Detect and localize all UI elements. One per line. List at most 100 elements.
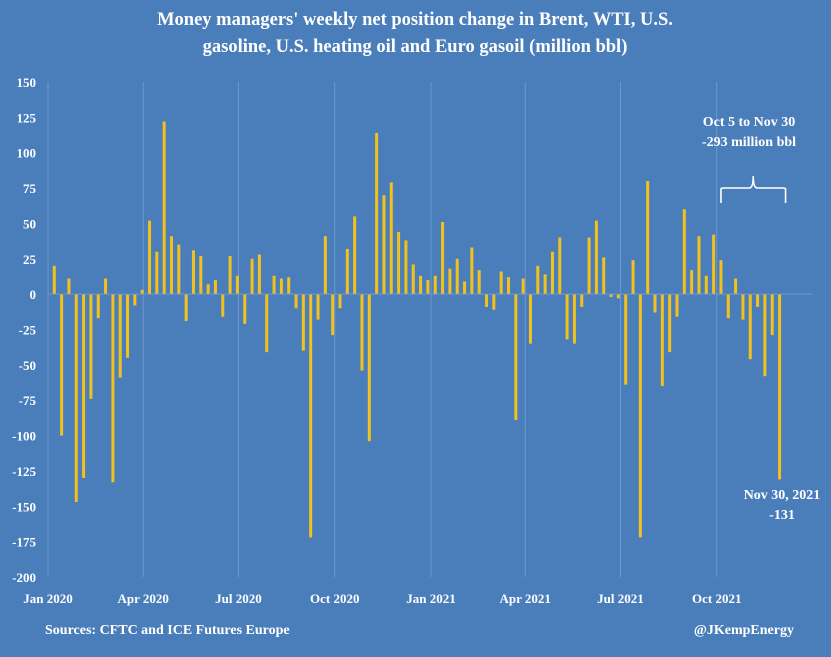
bar <box>734 278 738 295</box>
bar <box>463 281 467 295</box>
source-note: Sources: CFTC and ICE Futures Europe <box>45 623 290 638</box>
bar <box>638 294 642 538</box>
bar <box>74 294 78 503</box>
bar <box>89 294 93 399</box>
bar <box>353 216 357 295</box>
x-tick-label: Jul 2021 <box>597 591 644 606</box>
y-tick-label: 50 <box>23 216 36 231</box>
annotation-oct-nov-range: Oct 5 to Nov 30 <box>703 115 796 130</box>
bar <box>719 260 723 295</box>
author-credit: @JKempEnergy <box>694 623 794 638</box>
bar <box>294 294 298 309</box>
bar <box>485 294 489 307</box>
bar <box>411 264 415 295</box>
x-axis-ticks: Jan 2020 Apr 2020 Jul 2020 Oct 2020 Jan 2021… <box>23 591 741 606</box>
bar <box>360 294 364 371</box>
bar <box>712 234 716 295</box>
bar <box>426 280 430 295</box>
bar <box>133 294 137 306</box>
bar <box>624 294 628 385</box>
bar <box>616 294 620 299</box>
bar <box>104 278 108 295</box>
bar <box>580 294 584 307</box>
bar <box>477 270 481 295</box>
bar <box>52 265 56 295</box>
bar <box>587 237 591 295</box>
bar <box>492 294 496 310</box>
bar <box>206 284 210 295</box>
bar <box>668 294 672 353</box>
bar <box>367 294 371 442</box>
y-tick-label: 25 <box>23 252 37 267</box>
y-axis-ticks: 150 125 100 75 50 25 0 -25 -50 -75 -100 -125 -150 -17… <box>12 75 36 585</box>
bar <box>111 294 115 483</box>
bar <box>375 132 379 295</box>
x-tick-label: Oct 2021 <box>692 591 741 606</box>
bar <box>140 289 144 295</box>
y-tick-label: 125 <box>17 110 37 125</box>
bar <box>528 294 532 344</box>
bar <box>499 271 503 295</box>
bar <box>67 278 71 295</box>
y-tick-label: -50 <box>19 358 36 373</box>
bar <box>704 275 708 295</box>
bar <box>228 255 232 295</box>
chart-title-line-1: Money managers' weekly net position chan… <box>157 10 673 30</box>
bar <box>448 268 452 295</box>
bar <box>536 265 540 295</box>
bar <box>455 258 459 295</box>
bar <box>682 209 686 295</box>
bar <box>646 181 650 295</box>
bar <box>287 277 291 295</box>
bar <box>184 294 188 322</box>
bar <box>419 275 423 295</box>
annotation-last-value: -131 <box>769 508 795 523</box>
bar <box>221 294 225 317</box>
bar <box>558 237 562 295</box>
bar <box>660 294 664 387</box>
bar <box>756 294 760 307</box>
y-tick-label: 75 <box>23 181 37 196</box>
bar <box>162 121 166 295</box>
bar <box>506 277 510 295</box>
bar <box>265 294 269 353</box>
bar <box>521 278 525 295</box>
bracket-path <box>720 175 787 203</box>
bar <box>250 258 254 295</box>
bar <box>191 250 195 295</box>
bar <box>748 294 752 360</box>
bar <box>301 294 305 351</box>
bar <box>257 254 261 295</box>
bar <box>433 275 437 295</box>
bar <box>675 294 679 317</box>
bar <box>96 294 100 319</box>
bar <box>397 231 401 295</box>
x-tick-label: Apr 2020 <box>118 591 169 606</box>
bar <box>126 294 130 358</box>
grid-lines <box>47 82 718 577</box>
bar <box>309 294 313 538</box>
y-tick-label: -200 <box>12 570 36 585</box>
bar <box>609 294 613 297</box>
bar <box>338 294 342 309</box>
bar <box>565 294 569 340</box>
x-tick-label: Jan 2021 <box>406 591 455 606</box>
y-tick-label: -75 <box>19 393 37 408</box>
bar <box>199 255 203 295</box>
bar <box>345 248 349 295</box>
bar <box>82 294 86 478</box>
y-tick-label: -125 <box>12 464 36 479</box>
bar <box>763 294 767 377</box>
bar <box>213 280 217 295</box>
bar <box>514 294 518 421</box>
y-tick-label: -100 <box>12 429 36 444</box>
bar <box>697 236 701 295</box>
y-tick-label: 0 <box>30 287 37 302</box>
bar <box>316 294 320 320</box>
bar <box>770 294 774 336</box>
y-tick-label: 100 <box>17 146 37 161</box>
annotation-oct-nov-total: -293 million bbl <box>702 135 796 150</box>
bar <box>177 244 181 295</box>
bar <box>404 240 408 295</box>
